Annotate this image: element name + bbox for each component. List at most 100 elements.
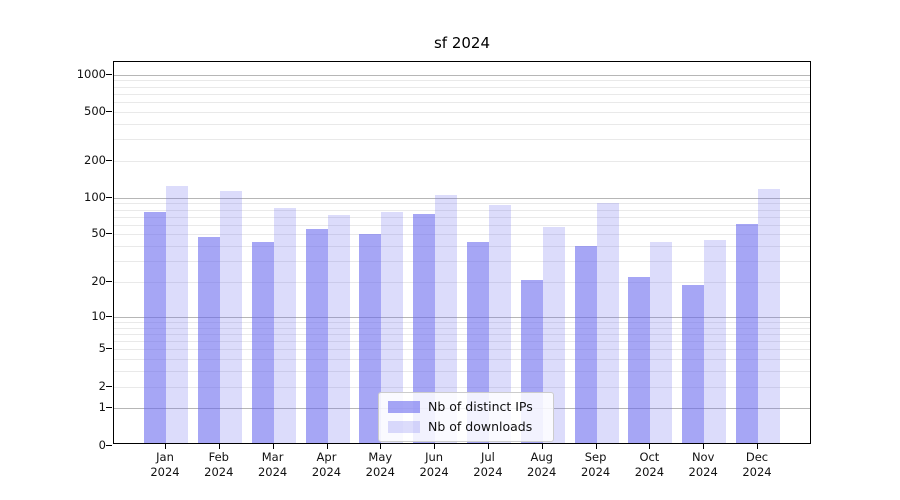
x-tick-label: Sep 2024 (580, 450, 611, 479)
y-tick-label: 5 (98, 341, 106, 356)
gridline-minor (114, 93, 810, 95)
y-tick-label: 50 (91, 226, 106, 241)
gridline-minor (114, 234, 810, 236)
bar-downloads (488, 205, 511, 443)
gridline-minor (114, 111, 810, 113)
y-tick-label: 20 (91, 274, 106, 288)
gridline-minor (114, 216, 810, 218)
x-tick-mark (649, 444, 651, 449)
x-tick-label: Jul 2024 (473, 450, 503, 479)
bar-downloads (758, 189, 780, 443)
bar-downloads (273, 208, 296, 443)
y-tick-label: 2 (98, 378, 106, 393)
y-tick-mark (106, 110, 112, 112)
bar-downloads (166, 185, 188, 443)
bar-distinct-ips (197, 236, 220, 443)
x-tick-mark (541, 444, 543, 449)
bar-downloads (650, 242, 673, 443)
bar-distinct-ips (574, 246, 597, 443)
gridline-minor (114, 261, 810, 263)
gridline-minor (114, 333, 810, 335)
bar-distinct-ips (413, 213, 436, 443)
gridline-minor (114, 349, 810, 351)
y-tick-label: 10 (91, 308, 106, 323)
y-tick-label: 1000 (76, 66, 106, 81)
x-tick-mark (165, 444, 166, 449)
y-tick-mark (106, 407, 112, 409)
x-tick-mark (434, 444, 436, 449)
bar-downloads (704, 239, 727, 443)
gridline-minor (114, 80, 810, 82)
x-tick-label: Aug 2024 (527, 450, 557, 479)
y-tick-mark (106, 196, 112, 198)
bar-distinct-ips (736, 223, 758, 443)
bar-downloads (435, 194, 458, 443)
gridline-minor (114, 123, 810, 125)
y-tick-mark (106, 159, 112, 161)
bar-downloads (327, 215, 350, 443)
y-tick-mark (106, 73, 112, 75)
y-tick-mark (106, 444, 112, 446)
bar-distinct-ips (305, 229, 328, 443)
bar-distinct-ips (682, 284, 705, 443)
x-tick-label: Dec 2024 (742, 450, 772, 479)
y-tick-mark (106, 233, 112, 235)
bar-downloads (219, 191, 242, 443)
gridline-minor (114, 371, 810, 373)
gridline-major (114, 74, 810, 76)
gridline-minor (114, 101, 810, 103)
bar-distinct-ips (251, 242, 274, 443)
gridline-minor (114, 86, 810, 88)
x-tick-label: Nov 2024 (688, 450, 718, 479)
legend-label-distinct-ips: Nb of distinct IPs (428, 399, 533, 414)
gridline-major (114, 316, 810, 318)
legend-swatch-downloads (388, 420, 420, 433)
gridline-minor (114, 203, 810, 205)
y-tick-label: 200 (84, 152, 106, 167)
bar-distinct-ips (628, 277, 651, 443)
x-tick-label: Apr 2024 (311, 450, 342, 479)
x-tick-label: Jun 2024 (419, 450, 449, 479)
gridline-minor (114, 209, 810, 211)
legend: Nb of distinct IPs Nb of downloads (378, 392, 554, 442)
x-tick-mark (218, 444, 220, 449)
gridline-minor (114, 359, 810, 361)
y-tick-label: 500 (84, 103, 106, 118)
x-tick-mark (757, 444, 758, 449)
bar-distinct-ips (144, 212, 166, 443)
bar-downloads (542, 226, 565, 443)
gridline-minor (114, 327, 810, 329)
legend-label-downloads: Nb of downloads (428, 419, 533, 434)
x-tick-mark (380, 444, 382, 449)
legend-item-distinct-ips: Nb of distinct IPs (388, 399, 544, 414)
plot-area (113, 61, 811, 444)
x-tick-mark (595, 444, 597, 449)
x-tick-mark (703, 444, 705, 449)
gridline-major (114, 197, 810, 199)
y-tick-mark (106, 348, 112, 350)
gridline-minor (114, 282, 810, 283)
gridline-minor (114, 246, 810, 248)
x-tick-mark (272, 444, 274, 449)
y-tick-mark (106, 315, 112, 317)
x-tick-label: Feb 2024 (204, 450, 234, 479)
bar-downloads (381, 211, 404, 443)
bar-distinct-ips (359, 234, 382, 443)
x-tick-label: Oct 2024 (634, 450, 665, 479)
gridline-minor (114, 139, 810, 140)
y-tick-mark (106, 385, 112, 387)
x-tick-mark (487, 444, 489, 449)
gridline-minor (114, 321, 810, 323)
x-tick-label: Mar 2024 (257, 450, 288, 479)
y-tick-label: 1 (98, 400, 106, 415)
x-tick-label: Jan 2024 (150, 450, 180, 479)
y-tick-mark (106, 281, 112, 282)
x-tick-label: May 2024 (365, 450, 395, 479)
gridline-minor (114, 341, 810, 342)
bar-downloads (596, 202, 619, 443)
gridline-minor (114, 386, 810, 388)
y-tick-label: 100 (84, 189, 106, 204)
gridline-minor (114, 224, 810, 226)
chart-title: sf 2024 (433, 34, 491, 52)
